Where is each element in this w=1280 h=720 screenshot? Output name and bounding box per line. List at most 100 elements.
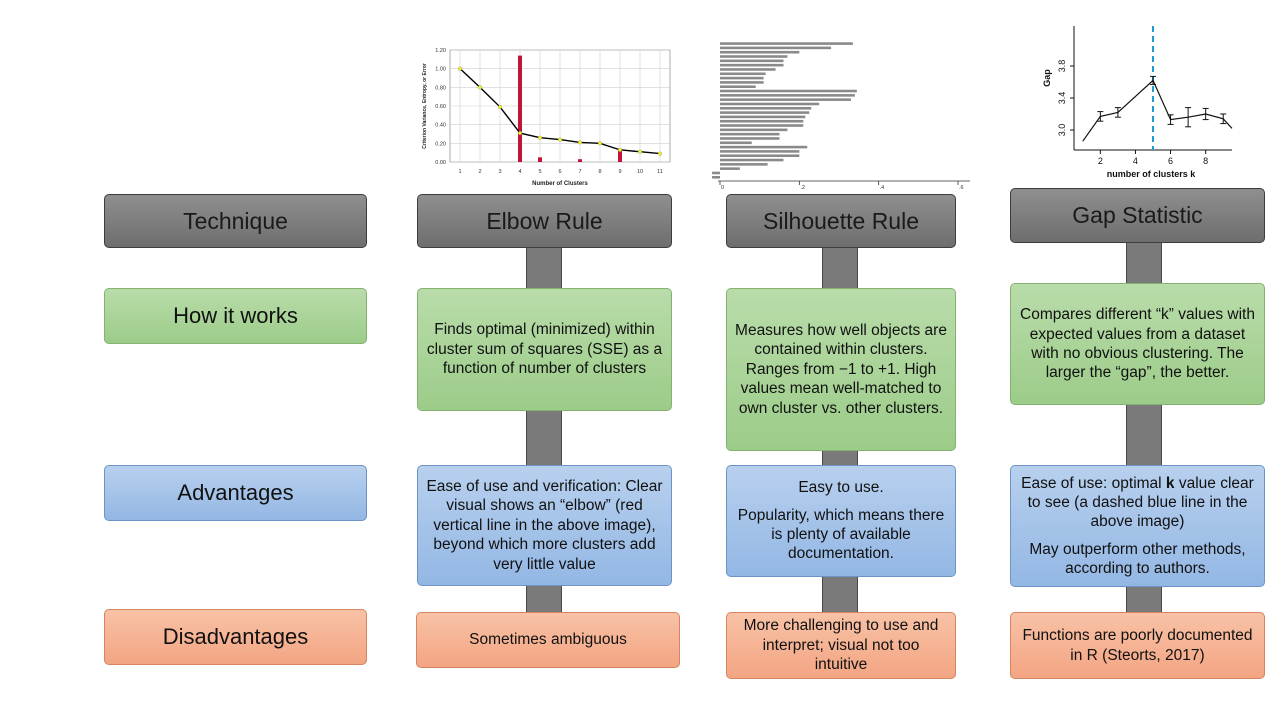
elbow-how-text: Finds optimal (minimized) within cluster… xyxy=(426,321,663,378)
elbow-x-tick: 4 xyxy=(518,169,521,175)
silhouette-bar xyxy=(720,85,756,89)
silhouette-chart: 0 .2 .4 .6 xyxy=(712,42,970,190)
gap-how-text: Compares different “k” values with expec… xyxy=(1020,306,1255,382)
elbow-point xyxy=(497,104,502,109)
disadvantages-text: Disadvantages xyxy=(162,624,309,650)
gap-x-tick: 4 xyxy=(1133,156,1138,166)
gap-x-tick: 8 xyxy=(1203,156,1208,166)
disadvantages-label: Disadvantages xyxy=(104,609,367,665)
silhouette-advantages-box: Easy to use. Popularity, which means the… xyxy=(726,465,956,577)
gap-header: Gap Statistic xyxy=(1010,188,1265,243)
elbow-y-tick: 0.00 xyxy=(435,160,446,166)
how-it-works-label: How it works xyxy=(104,288,367,344)
silhouette-bar xyxy=(712,175,720,179)
silhouette-bar xyxy=(720,55,788,58)
elbow-y-tick: 1.00 xyxy=(435,67,446,73)
silhouette-bar xyxy=(720,76,764,80)
elbow-point xyxy=(637,149,642,154)
silhouette-bar xyxy=(720,50,800,54)
how-it-works-text: How it works xyxy=(173,303,298,329)
elbow-y-tick: 0.40 xyxy=(435,123,446,129)
elbow-x-tick: 1 xyxy=(458,169,461,175)
gap-x-tick: 2 xyxy=(1098,156,1103,166)
silhouette-disadvantages-text: More challenging to use and interpret; v… xyxy=(743,617,939,674)
silhouette-bar xyxy=(720,111,810,114)
silhouette-how-text: Measures how well objects are contained … xyxy=(735,322,947,417)
elbow-y-tick: 1.20 xyxy=(435,48,446,54)
elbow-x-tick: 2 xyxy=(478,169,481,175)
elbow-point xyxy=(537,135,542,140)
gap-title: Gap Statistic xyxy=(1072,202,1203,229)
silhouette-bar xyxy=(720,89,857,93)
silhouette-bar xyxy=(720,115,806,119)
silhouette-advantages-text-2: Popularity, which means there is plenty … xyxy=(737,506,945,563)
elbow-x-label: Number of Clusters xyxy=(532,181,588,187)
elbow-red-bar xyxy=(518,55,522,162)
elbow-x-tick: 9 xyxy=(618,169,621,175)
silhouette-bar xyxy=(720,94,855,97)
silhouette-bar xyxy=(720,150,800,153)
silhouette-bar xyxy=(720,145,808,149)
gap-y-label: Gap xyxy=(1042,69,1052,87)
elbow-red-bar xyxy=(618,148,622,162)
elbow-point xyxy=(557,137,562,142)
silhouette-how-box: Measures how well objects are contained … xyxy=(726,288,956,451)
gap-advantages-text-1: Ease of use: optimal k value clear to se… xyxy=(1021,474,1254,531)
silhouette-bar xyxy=(720,137,780,140)
elbow-advantages-box: Ease of use and verification: Clear visu… xyxy=(417,465,672,586)
elbow-x-tick: 8 xyxy=(598,169,601,175)
elbow-point xyxy=(458,66,463,71)
elbow-point xyxy=(517,131,522,136)
silhouette-bar xyxy=(720,119,804,123)
silhouette-bar xyxy=(712,171,720,175)
elbow-advantages-text: Ease of use and verification: Clear visu… xyxy=(426,478,663,573)
elbow-x-tick: 5 xyxy=(538,169,541,175)
elbow-x-tick: 3 xyxy=(498,169,501,175)
silhouette-x-tick: .6 xyxy=(959,185,964,190)
elbow-how-box: Finds optimal (minimized) within cluster… xyxy=(417,288,672,411)
gap-y-tick: 3.4 xyxy=(1057,92,1067,105)
gap-x-label: number of clusters k xyxy=(1107,169,1197,179)
elbow-y-tick: 0.60 xyxy=(435,104,446,110)
silhouette-header: Silhouette Rule xyxy=(726,194,956,248)
gap-how-box: Compares different “k” values with expec… xyxy=(1010,283,1265,405)
silhouette-disadvantages-box: More challenging to use and interpret; v… xyxy=(726,612,956,679)
elbow-disadvantages-text: Sometimes ambiguous xyxy=(469,631,627,649)
silhouette-bar xyxy=(720,46,832,50)
elbow-y-tick: 0.80 xyxy=(435,85,446,91)
elbow-disadvantages-box: Sometimes ambiguous xyxy=(416,612,680,668)
elbow-x-tick: 7 xyxy=(578,169,581,175)
silhouette-bar xyxy=(720,128,788,132)
gap-disadvantages-text: Functions are poorly documented in R (St… xyxy=(1022,627,1253,664)
silhouette-title: Silhouette Rule xyxy=(763,207,919,234)
silhouette-bar xyxy=(720,102,820,106)
elbow-point xyxy=(597,141,602,146)
advantages-text: Advantages xyxy=(177,480,294,506)
gap-disadvantages-box: Functions are poorly documented in R (St… xyxy=(1010,612,1265,679)
silhouette-bar xyxy=(720,98,851,101)
advantages-label: Advantages xyxy=(104,465,367,521)
elbow-chart: 0.00 0.20 0.40 0.60 0.80 1.00 1.20 1 2 3 4 5 6 7 8 9 10 1… xyxy=(422,48,671,187)
elbow-x-tick: 10 xyxy=(637,169,643,175)
silhouette-bar xyxy=(720,132,780,136)
silhouette-bar xyxy=(720,154,800,158)
silhouette-bar xyxy=(720,141,752,145)
silhouette-bar xyxy=(720,158,784,162)
silhouette-bar xyxy=(720,72,766,76)
gap-x-tick: 6 xyxy=(1168,156,1173,166)
elbow-red-bar xyxy=(578,159,582,162)
technique-header: Technique xyxy=(104,194,367,248)
silhouette-x-tick: .4 xyxy=(880,185,885,190)
gap-advantages-text-2: May outperform other methods, according … xyxy=(1029,540,1246,578)
silhouette-advantages-text-1: Easy to use. xyxy=(798,479,884,497)
gap-y-tick: 3.8 xyxy=(1057,60,1067,73)
elbow-point xyxy=(657,151,662,156)
elbow-red-bar xyxy=(538,157,542,162)
gap-advantages-box: Ease of use: optimal k value clear to se… xyxy=(1010,465,1265,587)
elbow-x-tick: 6 xyxy=(558,169,561,175)
elbow-x-tick: 11 xyxy=(657,169,663,175)
gap-series-line xyxy=(1082,79,1233,142)
silhouette-bar xyxy=(720,68,776,71)
elbow-y-tick: 0.20 xyxy=(435,141,446,147)
gap-y-tick: 3.0 xyxy=(1057,124,1067,137)
